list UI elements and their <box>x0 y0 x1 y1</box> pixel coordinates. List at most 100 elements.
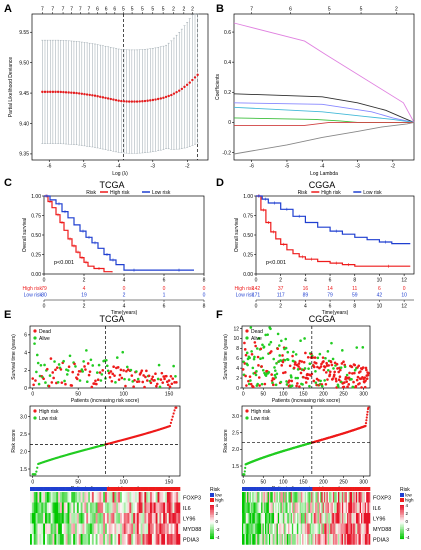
heatmap-cell <box>95 523 98 535</box>
heatmap-cell <box>253 492 256 503</box>
km-curve-high-risk <box>256 195 411 267</box>
x-tick-label: 300 <box>359 480 368 486</box>
heatmap-cell <box>307 523 309 535</box>
risk-bar-cell <box>312 487 314 491</box>
heatmap-cell <box>361 492 363 503</box>
dead-point <box>332 373 336 377</box>
panel-letter-c: C <box>4 177 12 189</box>
heatmap-cell <box>123 502 126 514</box>
dead-point <box>359 370 362 373</box>
heatmap-cell <box>58 492 61 503</box>
alive-point <box>43 363 46 367</box>
heatmap-cell <box>327 502 330 514</box>
heatmap-cell <box>163 502 166 514</box>
dead-point <box>119 368 123 372</box>
heatmap-cell <box>75 513 78 524</box>
heatmap-cell <box>295 523 298 535</box>
heatmap-cell <box>325 513 327 524</box>
heatmap-cell <box>322 523 325 535</box>
dead-point <box>107 371 111 375</box>
heatmap-cell <box>80 492 83 503</box>
heatmap-cell <box>150 513 153 524</box>
heatmap-cell <box>146 502 149 514</box>
heatmap-cell <box>170 523 173 535</box>
heatmap-cell <box>245 502 248 514</box>
heatmap-cell <box>155 534 158 545</box>
heatmap-cell <box>249 513 252 524</box>
risk-bar-cell <box>97 487 100 491</box>
color-scale-cell <box>400 513 404 516</box>
dead-point <box>144 375 147 379</box>
color-scale-cell <box>210 533 214 536</box>
x-tick-label: 6 <box>329 278 332 284</box>
heatmap-cell <box>359 513 362 524</box>
x-tick-label: 0 <box>31 392 34 398</box>
heatmap-cell <box>76 534 80 545</box>
heatmap-cell <box>61 534 65 545</box>
cv-point <box>133 100 136 103</box>
heatmap-cell <box>306 502 308 514</box>
risk-bar-cell <box>290 487 293 491</box>
y-tick-label: 0.50 <box>31 233 41 239</box>
dead-point <box>133 379 136 382</box>
heatmap-cell <box>279 502 281 514</box>
heatmap-cell <box>50 502 53 514</box>
alive-point <box>81 370 85 373</box>
high-risk-point <box>171 415 174 418</box>
risk-row-label: Low risk <box>24 293 43 299</box>
y-axis-label: Risk score <box>223 429 229 453</box>
heatmap-cell <box>121 523 125 535</box>
heatmap-cell <box>73 523 76 535</box>
x-axis-label: Patients (increasing risk socre) <box>272 398 341 404</box>
y-axis-label: Partial Likelihood Deviance <box>8 57 14 118</box>
top-tick-label: 7 <box>79 7 82 13</box>
heatmap-cell <box>50 492 53 503</box>
heatmap-cell <box>165 534 168 545</box>
heatmap-cell <box>331 502 334 514</box>
alive-point <box>254 373 258 377</box>
dead-point <box>288 379 291 383</box>
coef-path-3 <box>233 106 415 123</box>
heatmap-cell <box>43 523 46 535</box>
alive-point <box>318 352 322 356</box>
alive-point <box>257 337 261 340</box>
heatmap-cell <box>259 492 262 503</box>
heatmap-cell <box>329 513 331 524</box>
heatmap-cell <box>316 523 318 535</box>
high-risk-point <box>173 409 176 412</box>
dead-point <box>342 385 346 389</box>
high-risk-point <box>364 422 368 425</box>
heatmap-cell <box>261 534 263 545</box>
risk-bar-cell <box>129 487 132 491</box>
risk-bar-cell <box>323 487 326 491</box>
heatmap-cell <box>142 502 145 514</box>
heatmap-cell <box>361 523 363 535</box>
risk-bar-cell <box>289 487 291 491</box>
heatmap-cell <box>343 492 345 503</box>
dead-point <box>254 344 257 348</box>
alive-point <box>341 349 344 352</box>
risk-bar-cell <box>93 487 96 491</box>
risk-count: 0 <box>163 286 166 292</box>
heatmap-cell <box>288 492 290 503</box>
alive-point <box>253 355 256 359</box>
legend-dot <box>245 409 249 413</box>
heatmap-cell <box>276 502 279 514</box>
high-risk-point <box>365 419 368 422</box>
legend-label: Low risk <box>152 190 171 196</box>
heatmap-cell <box>335 492 338 503</box>
heatmap-cell <box>110 513 113 524</box>
alive-point <box>250 350 253 353</box>
dead-point <box>163 377 166 381</box>
dead-point <box>132 385 135 388</box>
risk-bar-cell <box>41 487 44 491</box>
heatmap-cell <box>150 492 153 503</box>
heatmap-cell <box>257 523 259 535</box>
dead-point <box>353 371 356 375</box>
plot-frame <box>241 405 371 477</box>
heatmap-cell <box>262 534 265 545</box>
risk-bar-cell <box>303 487 306 491</box>
heatmap-cell <box>302 513 304 524</box>
dead-point <box>116 366 120 369</box>
heatmap-cell <box>252 523 254 535</box>
